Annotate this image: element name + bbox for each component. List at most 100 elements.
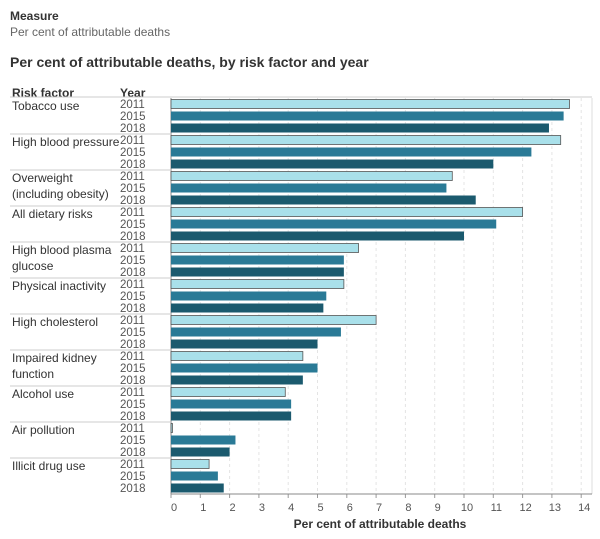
x-tick-label: 4	[288, 502, 294, 514]
risk-factor-label: High blood plasma	[12, 243, 112, 257]
year-label: 2015	[120, 471, 146, 483]
year-label: 2015	[120, 291, 146, 303]
bar-2015[interactable]	[171, 327, 341, 337]
year-label: 2018	[120, 447, 146, 459]
x-tick-label: 0	[171, 502, 177, 514]
year-label: 2015	[120, 219, 146, 231]
year-label: 2018	[120, 267, 146, 279]
bar-2015[interactable]	[171, 399, 292, 409]
x-tick-label: 5	[317, 502, 323, 514]
year-label: 2018	[120, 411, 146, 423]
risk-factor-label: Air pollution	[12, 423, 75, 437]
year-label: 2018	[120, 303, 146, 315]
year-label: 2011	[120, 171, 145, 183]
year-label: 2011	[120, 243, 145, 255]
risk-factor-label: Illicit drug use	[12, 459, 86, 473]
bar-2015[interactable]	[171, 219, 497, 229]
risk-factor-label: function	[12, 367, 54, 381]
bar-2015[interactable]	[171, 255, 344, 265]
bar-2011[interactable]	[170, 315, 377, 325]
year-label: 2011	[120, 387, 145, 399]
year-label: 2015	[120, 111, 146, 123]
bar-2015[interactable]	[171, 183, 447, 193]
bar-2011[interactable]	[170, 423, 173, 433]
year-label: 2018	[120, 159, 146, 171]
year-label: 2011	[120, 423, 145, 435]
x-tick-label: 8	[405, 502, 411, 514]
bar-2011[interactable]	[170, 279, 345, 289]
measure-value[interactable]: Per cent of attributable deaths	[10, 25, 171, 39]
year-label: 2015	[120, 147, 146, 159]
bar-2018[interactable]	[171, 447, 230, 457]
bar-2015[interactable]	[171, 147, 532, 157]
x-tick-label: 9	[435, 502, 441, 514]
bar-2011[interactable]	[170, 207, 524, 217]
risk-factor-label: (including obesity)	[12, 187, 109, 201]
year-label: 2011	[120, 279, 145, 291]
year-label: 2018	[120, 195, 146, 207]
risk-factor-label: Tobacco use	[12, 99, 80, 113]
bar-2018[interactable]	[171, 123, 549, 133]
risk-factor-label: Impaired kidney	[12, 351, 97, 365]
bar-2018[interactable]	[171, 195, 476, 205]
x-tick-label: 11	[491, 502, 502, 514]
bar-2011[interactable]	[170, 135, 562, 145]
year-label: 2018	[120, 375, 146, 387]
year-label: 2011	[120, 351, 145, 363]
x-tick-label: 7	[376, 502, 382, 514]
bar-2018[interactable]	[171, 483, 224, 493]
bar-2015[interactable]	[171, 435, 236, 445]
risk-factor-label: High cholesterol	[12, 315, 98, 329]
chart-title: Per cent of attributable deaths, by risk…	[10, 54, 369, 70]
risk-factor-label: glucose	[12, 259, 54, 273]
year-label: 2018	[120, 483, 146, 495]
year-label: 2018	[120, 123, 146, 135]
measure-label: Measure	[10, 9, 59, 23]
bar-2015[interactable]	[171, 363, 318, 373]
year-label: 2011	[120, 99, 145, 111]
year-label: 2018	[120, 339, 146, 351]
bar-2011[interactable]	[170, 387, 286, 397]
x-tick-label: 6	[347, 502, 353, 514]
bar-2018[interactable]	[171, 231, 464, 241]
year-label: 2015	[120, 183, 146, 195]
bar-2015[interactable]	[171, 291, 327, 301]
year-label: 2015	[120, 435, 146, 447]
bar-2018[interactable]	[171, 411, 292, 421]
bar-2015[interactable]	[171, 111, 564, 121]
bar-2015[interactable]	[171, 471, 218, 481]
risk-factor-label: High blood pressure	[12, 135, 120, 149]
bar-2018[interactable]	[171, 303, 324, 313]
bar-2011[interactable]	[170, 243, 359, 253]
x-tick-label: 13	[549, 502, 561, 514]
x-tick-label: 2	[230, 502, 236, 514]
risk-factor-label: Physical inactivity	[12, 279, 106, 293]
x-tick-label: 12	[519, 502, 531, 514]
x-axis-label: Per cent of attributable deaths	[294, 517, 467, 531]
risk-factor-label: Overweight	[12, 171, 73, 185]
bar-2018[interactable]	[171, 339, 318, 349]
bar-2018[interactable]	[171, 267, 344, 277]
bar-2018[interactable]	[171, 159, 494, 169]
year-label: 2018	[120, 231, 146, 243]
bar-2011[interactable]	[170, 171, 453, 181]
year-label: 2011	[120, 315, 145, 327]
year-label: 2015	[120, 255, 146, 267]
bar-2011[interactable]	[170, 351, 304, 361]
bar-2011[interactable]	[170, 99, 570, 109]
bar-2011[interactable]	[170, 459, 210, 469]
risk-factor-label: All dietary risks	[12, 207, 93, 221]
risk-factor-label: Alcohol use	[12, 387, 74, 401]
x-tick-label: 14	[578, 502, 590, 514]
year-label: 2011	[120, 135, 145, 147]
x-tick-label: 3	[259, 502, 265, 514]
x-tick-label: 10	[461, 502, 473, 514]
year-label: 2015	[120, 327, 146, 339]
bar-2018[interactable]	[171, 375, 303, 385]
year-label: 2011	[120, 207, 145, 219]
year-label: 2015	[120, 399, 146, 411]
year-label: 2011	[120, 459, 145, 471]
x-tick-label: 1	[200, 502, 206, 514]
